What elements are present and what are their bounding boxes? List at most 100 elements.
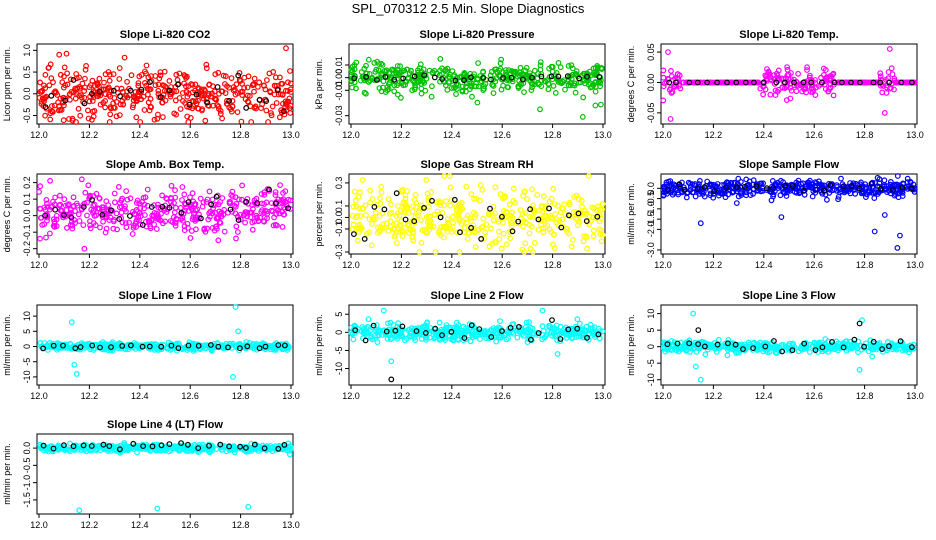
data-point <box>898 79 905 86</box>
data-point <box>239 88 246 95</box>
data-point <box>701 184 708 190</box>
data-point <box>106 77 113 84</box>
data-point <box>444 216 451 223</box>
series-highlight <box>666 79 915 86</box>
data-point <box>412 84 419 91</box>
data-point <box>233 223 240 230</box>
data-point <box>75 211 82 218</box>
data-point <box>39 221 46 228</box>
data-point <box>521 188 528 195</box>
data-point <box>429 83 435 90</box>
data-point <box>546 205 552 212</box>
series-highlight <box>40 440 288 453</box>
data-point <box>108 207 114 214</box>
data-point <box>87 225 94 232</box>
data-point <box>225 344 231 351</box>
data-point <box>401 67 408 74</box>
data-point <box>565 326 572 333</box>
data-point <box>479 186 486 193</box>
x-tick-label: 12.2 <box>393 260 411 270</box>
data-point <box>558 80 565 87</box>
y-axis-label: kPa per min. <box>314 59 324 110</box>
data-point <box>120 101 127 108</box>
data-point <box>808 85 815 92</box>
data-point <box>773 79 780 86</box>
data-point <box>274 87 281 93</box>
data-point <box>509 214 516 221</box>
data-point <box>178 440 185 447</box>
data-point <box>596 218 603 225</box>
data-point <box>551 231 557 238</box>
data-point <box>785 71 792 78</box>
outlier-point <box>856 366 863 373</box>
data-point <box>121 343 128 350</box>
y-tick-label: 0 <box>22 344 32 349</box>
data-point <box>451 196 458 203</box>
data-point <box>426 223 433 230</box>
data-point <box>173 71 180 78</box>
data-point <box>365 316 372 323</box>
data-point <box>113 113 120 120</box>
data-point <box>170 214 177 221</box>
data-point <box>124 196 131 203</box>
data-point <box>500 82 507 89</box>
data-point <box>760 79 767 86</box>
data-point <box>446 173 453 179</box>
data-point <box>432 325 439 332</box>
data-point <box>500 74 507 81</box>
data-point <box>44 200 50 207</box>
data-point <box>485 330 492 337</box>
data-point <box>235 214 242 221</box>
data-point <box>594 213 601 220</box>
data-point <box>69 222 76 229</box>
data-point <box>137 119 144 125</box>
data-point <box>215 343 222 350</box>
data-point <box>137 213 144 220</box>
data-point <box>508 74 515 81</box>
data-point <box>400 75 407 82</box>
data-point <box>81 75 88 82</box>
data-point <box>582 210 589 217</box>
data-point <box>118 197 125 204</box>
data-point <box>887 85 893 92</box>
data-point <box>241 74 248 81</box>
data-point <box>673 79 679 86</box>
data-point <box>535 226 542 233</box>
data-point <box>228 108 235 115</box>
data-point <box>57 192 63 199</box>
data-point <box>460 323 467 330</box>
data-point <box>751 79 757 86</box>
outlier-point <box>73 371 80 377</box>
data-point <box>490 90 497 96</box>
data-point <box>236 345 243 352</box>
data-point <box>353 85 359 92</box>
data-point <box>268 112 275 119</box>
data-point <box>791 79 797 86</box>
data-point <box>126 213 133 219</box>
data-point <box>279 80 286 87</box>
data-point <box>76 92 83 99</box>
outlier-point <box>778 214 785 221</box>
data-point <box>471 83 478 90</box>
data-point <box>277 182 284 189</box>
data-point <box>352 197 359 204</box>
data-point <box>251 88 257 95</box>
outlier-point <box>71 361 78 368</box>
data-point <box>535 216 542 223</box>
data-point <box>596 73 603 80</box>
data-point <box>176 70 183 77</box>
data-point <box>387 223 394 230</box>
y-axis-label: ml/min per min. <box>2 314 12 376</box>
panel-title: Slope Line 4 (LT) Flow <box>107 419 223 431</box>
data-point <box>680 79 687 86</box>
data-point <box>721 190 728 197</box>
data-point <box>499 213 505 220</box>
y-tick-label: -10 <box>646 373 656 386</box>
y-axis-label: ml/min per min. <box>2 443 12 505</box>
data-point <box>219 195 226 202</box>
data-point <box>281 111 288 118</box>
y-tick-label: -5 <box>646 359 656 367</box>
data-point <box>142 194 149 201</box>
outlier-point <box>692 363 699 370</box>
